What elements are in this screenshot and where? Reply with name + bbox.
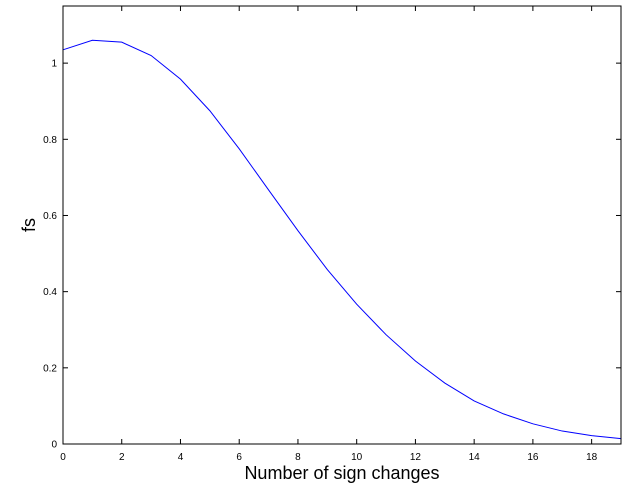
- y-tick-label: 0.2: [43, 363, 57, 374]
- x-tick-label: 14: [469, 452, 481, 463]
- x-tick-label: 10: [351, 452, 363, 463]
- y-tick-label: 0.8: [43, 135, 57, 146]
- x-tick-label: 0: [60, 452, 66, 463]
- axis-ticks: [62, 6, 621, 445]
- y-axis-title: fs: [19, 218, 39, 232]
- y-tick-label: 1: [51, 59, 57, 70]
- series-line: [62, 39, 622, 440]
- series-group: [62, 39, 622, 440]
- y-tick-label: 0: [51, 440, 57, 451]
- y-tick-label: 0.4: [43, 287, 57, 298]
- x-axis-title: Number of sign changes: [244, 463, 439, 483]
- x-tick-label: 4: [178, 452, 184, 463]
- x-tick-label: 2: [119, 452, 125, 463]
- x-tick-label: 6: [236, 452, 242, 463]
- plot-frame: [62, 5, 622, 445]
- y-tick-label: 0.6: [43, 211, 57, 222]
- x-tick-label: 16: [527, 452, 539, 463]
- tick-labels: 0 2 4 6 8 10 12 14 16 18 0 0.2 0.4 0.6 0.8 1: [43, 59, 598, 463]
- plot-area: [63, 6, 621, 444]
- x-tick-label: 18: [586, 452, 598, 463]
- x-tick-label: 8: [295, 452, 301, 463]
- x-tick-label: 12: [410, 452, 422, 463]
